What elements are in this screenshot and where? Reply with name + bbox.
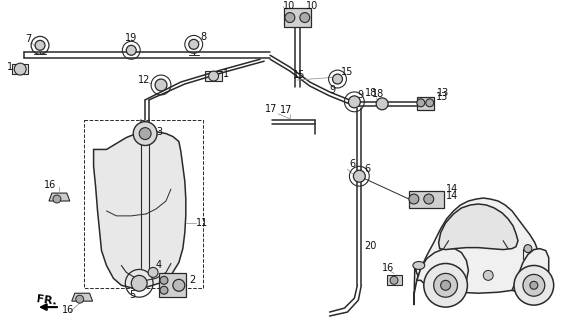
Text: 16: 16 [382,263,394,273]
Polygon shape [205,71,223,81]
Text: 5: 5 [129,290,136,300]
Circle shape [523,274,545,296]
Circle shape [53,195,61,203]
Text: 16: 16 [44,180,56,190]
Text: 10: 10 [306,1,318,11]
Text: 16: 16 [62,305,74,315]
Text: 12: 12 [138,75,150,85]
Circle shape [524,244,532,252]
Circle shape [440,280,450,290]
Circle shape [139,128,151,140]
Text: 19: 19 [125,33,137,44]
Circle shape [426,99,434,107]
Bar [84,120,203,288]
Text: 13: 13 [436,88,449,98]
Text: 6: 6 [364,164,370,174]
Circle shape [189,39,199,49]
Text: 14: 14 [445,191,458,201]
Text: 15: 15 [293,70,305,80]
Polygon shape [414,198,539,305]
Polygon shape [387,276,402,285]
Polygon shape [94,132,186,288]
Circle shape [409,194,419,204]
Circle shape [376,98,388,110]
Circle shape [209,71,219,81]
Text: 1: 1 [7,62,13,72]
Circle shape [285,12,295,22]
Polygon shape [284,8,311,28]
Text: 17: 17 [280,105,292,115]
Polygon shape [49,193,70,201]
Circle shape [424,263,467,307]
Circle shape [390,276,398,284]
Text: 3: 3 [156,127,162,137]
Circle shape [160,276,168,284]
Text: 7: 7 [25,34,31,44]
Circle shape [333,74,342,84]
Text: 13: 13 [436,92,448,102]
Polygon shape [12,64,28,74]
Text: FR.: FR. [36,294,58,307]
Text: 6: 6 [350,159,356,169]
Circle shape [35,40,45,50]
Circle shape [126,45,136,55]
Circle shape [134,122,157,146]
Text: 10: 10 [283,1,295,11]
Polygon shape [439,204,518,250]
Circle shape [131,276,147,291]
Circle shape [434,273,458,297]
Text: 20: 20 [364,241,376,251]
Text: 18: 18 [365,88,378,98]
Polygon shape [159,273,186,297]
Circle shape [160,286,168,294]
Polygon shape [72,293,93,301]
Polygon shape [417,249,468,293]
Text: 18: 18 [372,89,384,99]
Text: 8: 8 [201,32,207,42]
Polygon shape [409,191,444,208]
Circle shape [148,268,158,277]
Circle shape [530,281,538,289]
Circle shape [514,266,554,305]
Circle shape [424,194,434,204]
Text: 4: 4 [156,260,162,270]
Text: 17: 17 [265,104,278,114]
Polygon shape [417,97,434,110]
Circle shape [173,279,185,291]
Ellipse shape [413,261,425,269]
Text: 2: 2 [189,275,195,285]
Circle shape [155,79,167,91]
Text: 14: 14 [445,184,458,194]
Text: 11: 11 [196,218,208,228]
Circle shape [417,99,425,107]
Text: 9: 9 [357,90,364,100]
Text: 9: 9 [329,85,335,95]
Text: 15: 15 [341,67,353,77]
Circle shape [483,270,493,280]
Circle shape [76,295,84,303]
Circle shape [14,63,26,75]
Polygon shape [512,249,549,293]
Circle shape [300,12,310,22]
Circle shape [348,96,360,108]
Text: 1: 1 [223,69,229,79]
Circle shape [353,170,365,182]
